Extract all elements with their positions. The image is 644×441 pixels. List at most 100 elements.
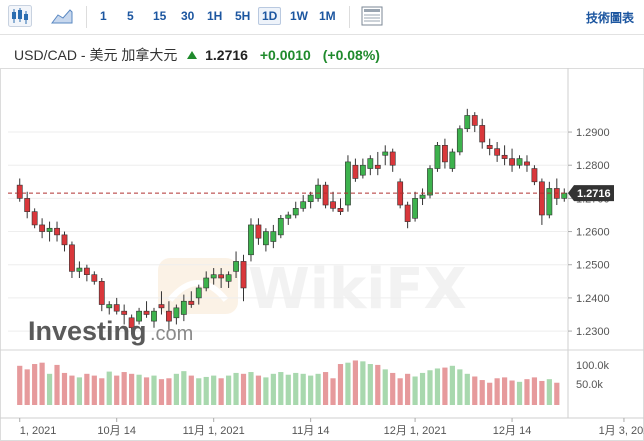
candle-body [494, 148, 501, 156]
candle-body [285, 214, 292, 219]
candle-body [83, 267, 90, 275]
candlestick-chart[interactable]: WikiFX1.29001.28001.27001.26001.25001.24… [0, 68, 644, 441]
y-tick-label: 1.2400 [576, 293, 610, 305]
technical-chart-link[interactable]: 技術圖表 [585, 11, 634, 25]
volume-bar [427, 370, 433, 405]
candle-body [166, 310, 172, 322]
volume-bar [166, 378, 172, 405]
instrument-header: USD/CAD - 美元 加拿大元 1.2716 +0.0010 (+0.08%… [14, 45, 380, 65]
candle-body [374, 164, 381, 169]
y-tick-label: 1.2800 [576, 160, 610, 172]
volume-bar [158, 379, 165, 405]
last-price: 1.2716 [205, 47, 248, 63]
volume-bar [457, 369, 463, 405]
volume-bar [255, 375, 262, 405]
candle-body [292, 208, 299, 216]
candle-body [464, 115, 471, 130]
timeframe-1d[interactable]: 1D [258, 7, 282, 25]
volume-bar [143, 377, 150, 405]
candle-body [486, 145, 493, 149]
volume-tick-label: 50.0k [576, 379, 603, 391]
timeframe-5[interactable]: 5 [127, 9, 134, 23]
candle-body [322, 184, 329, 206]
volume-bar [479, 380, 485, 405]
timeframe-1w[interactable]: 1W [290, 9, 308, 23]
y-tick-label: 1.2600 [576, 227, 610, 239]
candle-body [46, 227, 53, 232]
volume-bar [531, 377, 538, 405]
wikifx-watermark-text: WikiFX [248, 257, 467, 322]
volume-bar [382, 369, 388, 405]
layout-icon[interactable] [360, 5, 384, 27]
volume-bar [330, 378, 336, 405]
volume-bar [173, 373, 179, 405]
candle-body [412, 198, 418, 219]
volume-bar [248, 372, 254, 405]
timeframe-1h[interactable]: 1H [207, 9, 223, 23]
candle-body [315, 184, 322, 199]
candle-body [359, 164, 366, 176]
candle-body [404, 204, 411, 222]
volume-bar [114, 375, 120, 405]
candle-body [456, 128, 463, 153]
volume-bar [337, 364, 344, 405]
investing-watermark-suffix: .com [150, 323, 193, 345]
volume-bar [487, 382, 493, 405]
x-tick-label: 1月 3, 202 [599, 425, 644, 437]
volume-bar [24, 369, 30, 405]
candle-body [330, 201, 336, 209]
y-tick-label: 1.2300 [576, 326, 610, 338]
candle-body [188, 300, 195, 305]
x-tick-label: 11月 1, 2021 [183, 425, 245, 437]
pair-title: USD/CAD - 美元 加拿大元 [14, 47, 178, 63]
volume-bar [106, 371, 112, 405]
volume-bar [322, 372, 329, 405]
price-change: +0.0010 [259, 47, 311, 63]
x-tick-label: 11月 14 [292, 425, 330, 437]
volume-bar [91, 375, 97, 405]
volume-bar [434, 368, 441, 405]
timeframe-5h[interactable]: 5H [235, 9, 251, 23]
area-chart-icon[interactable] [50, 5, 74, 27]
candle-body [24, 198, 31, 212]
candle-body [509, 158, 515, 166]
candlestick-icon[interactable] [8, 5, 32, 27]
candle-body [113, 304, 120, 312]
timeframe-15[interactable]: 15 [153, 9, 167, 23]
investing-watermark: Investing .com [28, 316, 193, 346]
candle-body [538, 181, 545, 216]
volume-bar [121, 372, 127, 405]
volume-bar [129, 373, 135, 405]
timeframe-1m[interactable]: 1M [319, 9, 336, 23]
y-tick-label: 1.2500 [576, 260, 610, 272]
volume-bar [345, 362, 351, 405]
volume-bar [211, 375, 217, 405]
candle-body [61, 234, 68, 246]
timeframe-30[interactable]: 30 [181, 9, 195, 23]
candle-body [270, 231, 277, 242]
timeframe-1[interactable]: 1 [100, 9, 107, 23]
candle-body [524, 161, 530, 166]
volume-bar [99, 378, 105, 405]
volume-bar [69, 375, 75, 405]
candle-body [427, 168, 433, 196]
volume-bar [501, 377, 508, 405]
candle-body [16, 184, 23, 199]
candle-body [255, 224, 262, 239]
candle-body [531, 168, 538, 183]
volume-bar [285, 374, 291, 405]
candle-body [54, 227, 60, 236]
candle-body [248, 224, 254, 256]
candle-body [143, 310, 150, 315]
volume-bar [412, 376, 418, 405]
candle-body [218, 274, 225, 279]
x-tick-label: 1, 2021 [20, 425, 57, 437]
volume-bar [270, 373, 276, 405]
volume-bar [352, 360, 359, 405]
candle-body [210, 274, 217, 279]
candle-body [39, 224, 46, 232]
volume-bar [136, 374, 142, 405]
volume-bar [524, 379, 530, 405]
volume-bar [293, 372, 299, 405]
candle-body [352, 164, 359, 179]
